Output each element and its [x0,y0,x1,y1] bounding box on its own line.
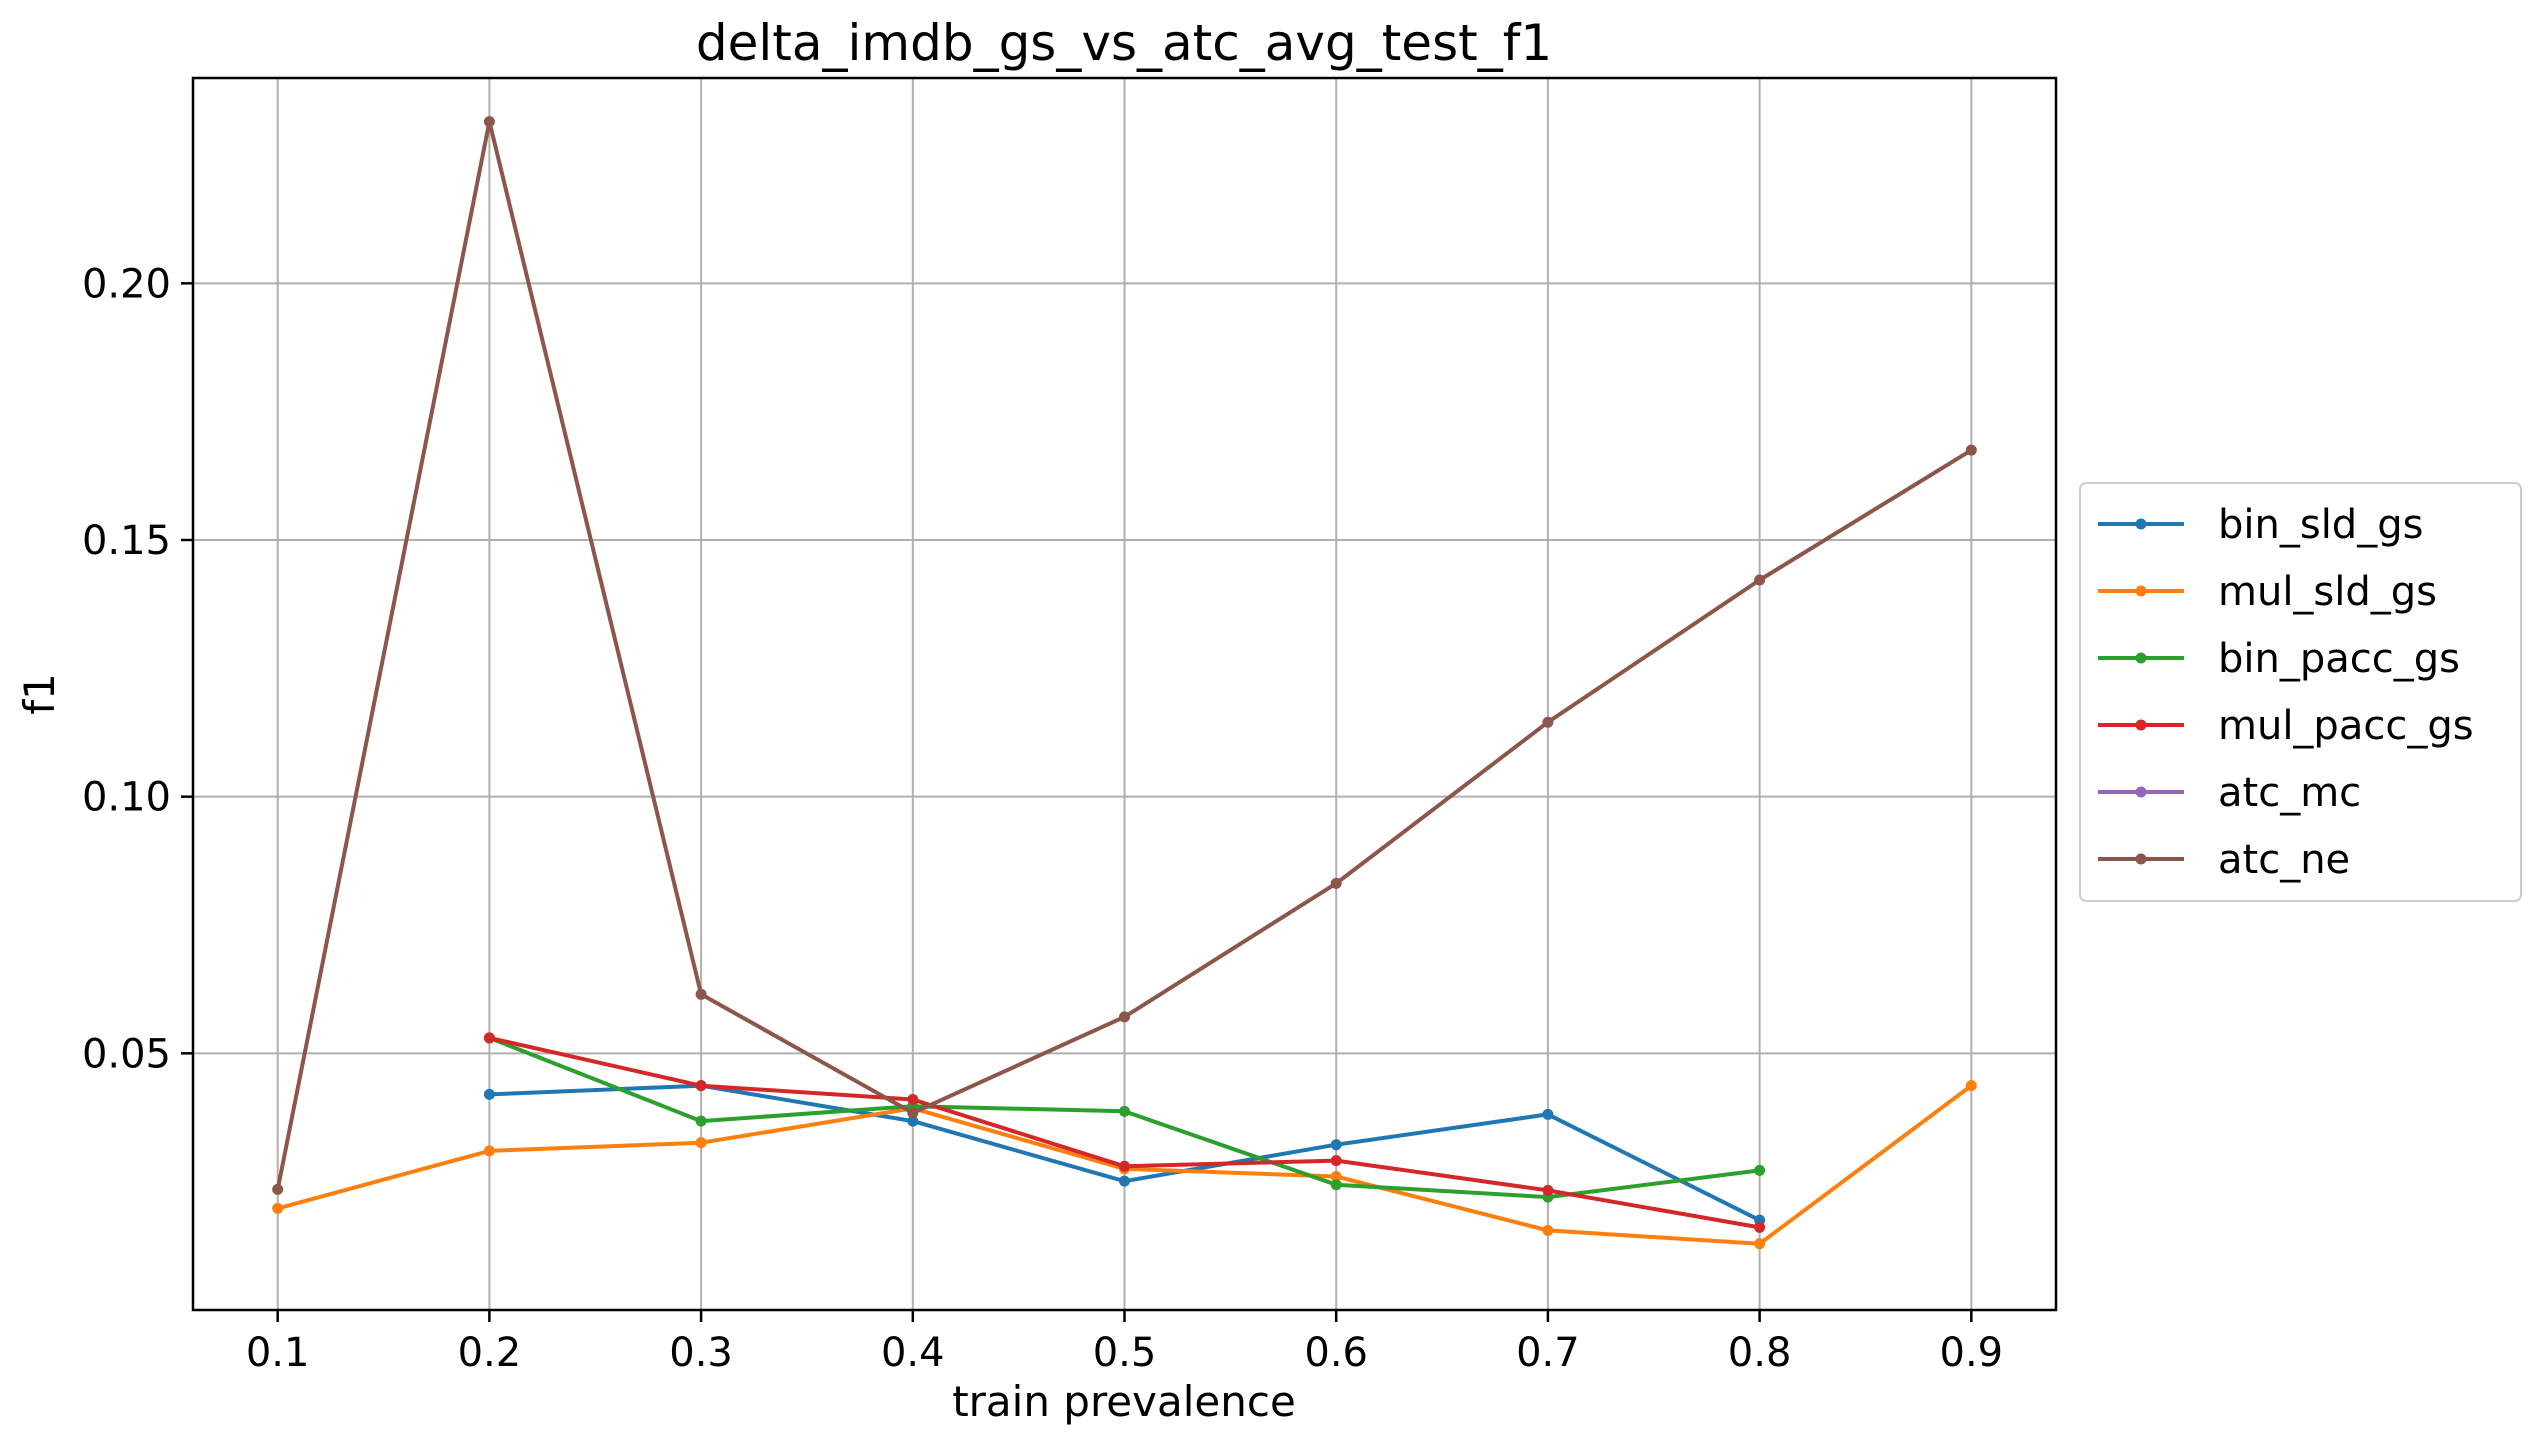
x-tick-label: 0.1 [246,1330,310,1376]
legend: bin_sld_gs mul_sld_gs bin_pacc_gs mul_pacc_… [2079,482,2522,902]
series-atc-ne [272,116,1977,1195]
x-tick-label: 0.3 [669,1330,733,1376]
series-mul-pacc-gs [483,1032,1766,1233]
legend-label: bin_sld_gs [2218,502,2423,548]
data-point [483,1145,495,1157]
data-point [1754,574,1766,586]
data-point [1119,1175,1130,1187]
data-point [907,1107,919,1119]
legend-item: bin_pacc_gs [2098,636,2460,682]
legend-swatch-marker [2135,518,2147,530]
legend-item: atc_mc [2098,770,2361,816]
data-point [483,1032,495,1044]
y-axis-title: f1 [15,673,64,715]
axis-ticks: 0.1 0.2 0.3 0.4 0.5 0.6 0.7 0.8 0.9 0.05 0.10 0.15 0… [82,261,2003,1376]
legend-frame [2079,482,2522,902]
data-point [907,1115,919,1127]
x-tick-label: 0.9 [1940,1330,2004,1376]
legend-label: atc_mc [2218,770,2361,816]
data-point [1542,1184,1554,1196]
data-point [1754,1238,1766,1250]
legend-item: mul_pacc_gs [2098,703,2474,749]
data-point [1754,1164,1766,1176]
legend-swatch-marker [2135,786,2147,798]
legend-item: mul_sld_gs [2098,569,2437,615]
data-point [1542,716,1554,728]
data-point [1330,1179,1342,1191]
data-point [272,1183,284,1195]
data-point [1330,1171,1342,1183]
data-point [695,1137,707,1149]
legend-label: bin_pacc_gs [2218,636,2460,682]
data-point [483,1088,495,1100]
data-point [1542,1108,1554,1120]
data-point [907,1094,919,1106]
data-point [272,1202,284,1214]
legend-items: bin_sld_gs mul_sld_gs bin_pacc_gs mul_pacc_… [2098,502,2474,883]
y-tick-label: 0.15 [82,518,171,564]
data-point [1119,1011,1130,1023]
legend-item: atc_ne [2098,837,2350,883]
x-tick-label: 0.6 [1304,1330,1368,1376]
chart-title: delta_imdb_gs_vs_atc_avg_test_f1 [696,14,1552,72]
data-point [483,116,495,128]
legend-swatch-marker [2135,719,2147,731]
x-tick-label: 0.8 [1728,1330,1792,1376]
x-tick-label: 0.7 [1516,1330,1580,1376]
data-point [1330,1139,1342,1151]
data-point [1330,877,1342,889]
legend-label: atc_ne [2218,837,2350,883]
series-layer [272,116,1977,1250]
y-tick-label: 0.10 [82,775,171,821]
data-point [1119,1160,1130,1172]
legend-label: mul_pacc_gs [2218,703,2474,749]
legend-swatch-marker [2135,853,2147,865]
y-tick-label: 0.05 [82,1031,171,1077]
data-point [1754,1221,1766,1233]
data-point [1965,1080,1977,1092]
legend-swatch-marker [2135,652,2147,664]
legend-swatch-marker [2135,585,2147,597]
x-axis-title: train prevalence [952,1377,1296,1426]
y-tick-label: 0.20 [82,261,171,307]
data-point [1965,444,1977,456]
x-tick-label: 0.2 [458,1330,522,1376]
data-point [1542,1224,1554,1236]
data-point [695,1115,707,1127]
legend-item: bin_sld_gs [2098,502,2423,548]
legend-label: mul_sld_gs [2218,569,2437,615]
x-tick-label: 0.5 [1093,1330,1157,1376]
x-tick-label: 0.4 [881,1330,945,1376]
data-point [695,1080,707,1092]
data-point [695,988,707,1000]
data-point [1119,1105,1130,1117]
grid [193,78,2056,1310]
data-point [1330,1155,1342,1167]
